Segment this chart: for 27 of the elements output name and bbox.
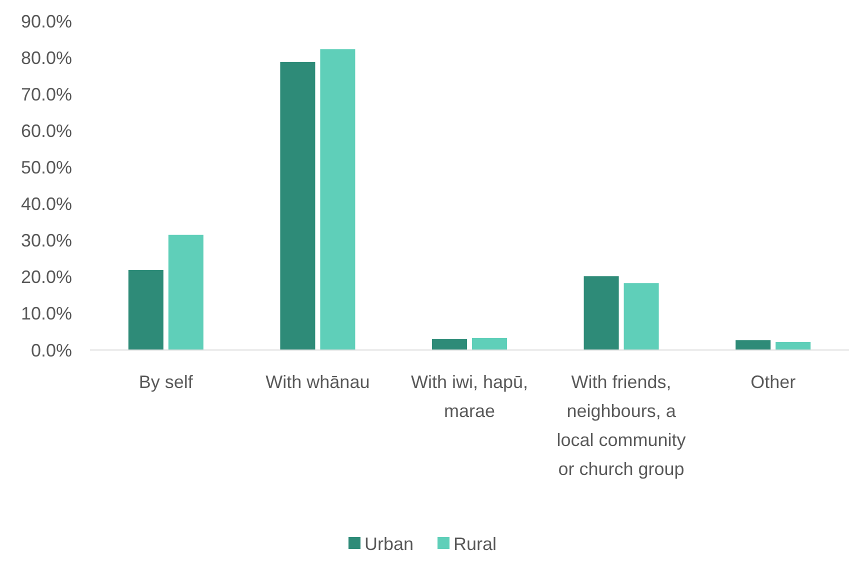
- bar: [128, 270, 164, 350]
- bar: [280, 62, 316, 350]
- x-tick-label: With friends, neighbours, a local community or church group: [556, 372, 686, 479]
- y-tick-label: 90.0%: [20, 11, 72, 32]
- x-tick-label: With whānau: [266, 372, 370, 392]
- bar: [168, 234, 204, 350]
- x-tick-label: By self: [138, 372, 194, 392]
- legend-label: Urban: [364, 534, 414, 554]
- y-tick-label: 20.0%: [20, 267, 72, 288]
- x-tick-label: With iwi, hapū, marae: [410, 372, 528, 421]
- bar: [624, 283, 659, 350]
- bar: [432, 339, 467, 350]
- y-tick-label: 40.0%: [20, 194, 72, 214]
- legend-label: Rural: [454, 534, 497, 554]
- y-tick-label: 10.0%: [20, 304, 72, 324]
- bar: [320, 49, 356, 350]
- y-tick-label: 80.0%: [20, 48, 72, 68]
- x-tick-label: Other: [750, 372, 796, 392]
- y-tick-label: 30.0%: [20, 230, 72, 251]
- y-tick-label: 50.0%: [20, 158, 72, 178]
- bar: [736, 340, 771, 350]
- bar: [584, 276, 619, 350]
- bar: [472, 338, 507, 350]
- bar: [776, 342, 811, 350]
- y-tick-label: 0.0%: [30, 340, 72, 360]
- y-tick-label: 60.0%: [20, 120, 72, 141]
- y-tick-label: 70.0%: [20, 84, 72, 104]
